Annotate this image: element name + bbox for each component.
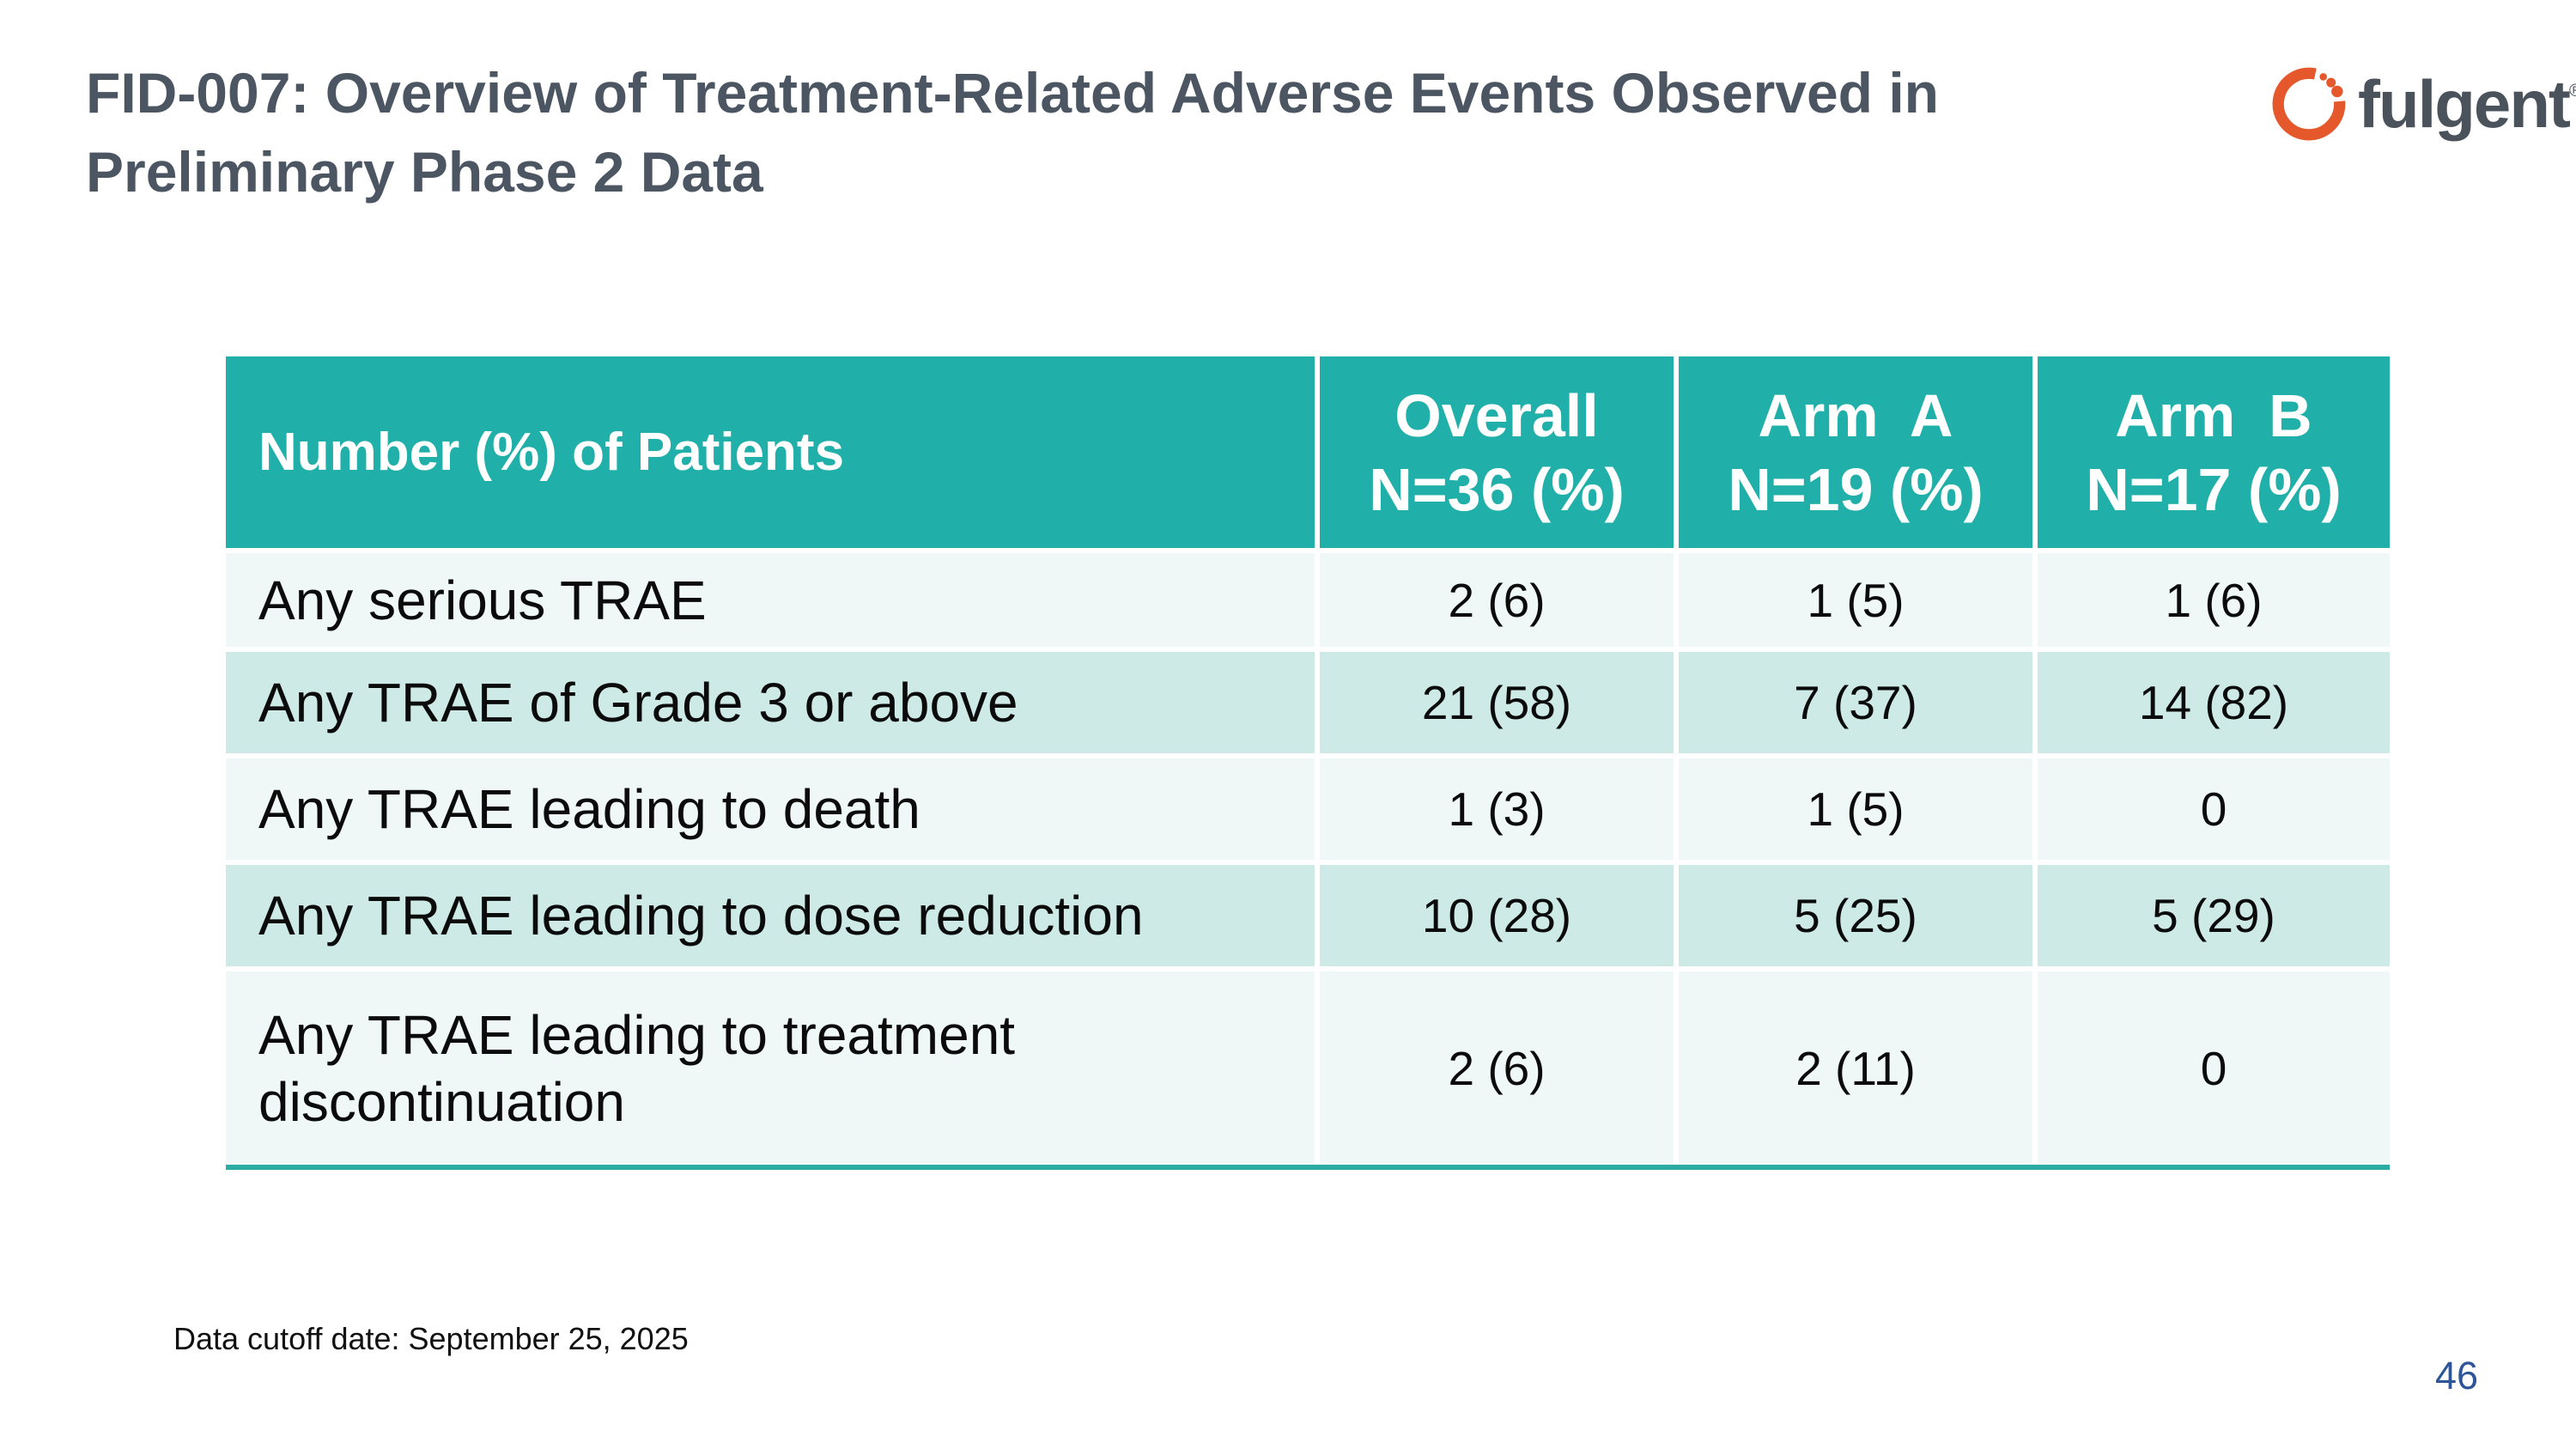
row-label-grade-3-or-above: Any TRAE of Grade 3 or above xyxy=(226,652,1315,753)
table-bottom-border xyxy=(226,1165,2390,1170)
cell-value: 1 (5) xyxy=(1679,553,2032,647)
row-label-treatment-discontinuation: Any TRAE leading to treatment discontinu… xyxy=(226,971,1315,1165)
row-label-any-serious-trae: Any serious TRAE xyxy=(226,553,1315,647)
header-arm-a: Arm A N=19 (%) xyxy=(1679,356,2032,548)
cell-value: 14 (82) xyxy=(2038,652,2390,753)
cell-value: 5 (25) xyxy=(1679,865,2032,966)
row-label-leading-to-death: Any TRAE leading to death xyxy=(226,758,1315,860)
cell-value: 2 (6) xyxy=(1320,971,1674,1165)
data-cutoff-footnote: Data cutoff date: September 25, 2025 xyxy=(173,1321,689,1356)
cell-value: 7 (37) xyxy=(1679,652,2032,753)
header-arm-b: Arm B N=17 (%) xyxy=(2038,356,2390,548)
cell-value: 5 (29) xyxy=(2038,865,2390,966)
cell-value: 10 (28) xyxy=(1320,865,1674,966)
cell-value: 1 (6) xyxy=(2038,553,2390,647)
cell-value: 1 (3) xyxy=(1320,758,1674,860)
adverse-events-table: Number (%) of Patients Overall N=36 (%) … xyxy=(226,356,2390,1170)
registered-trademark-symbol: ® xyxy=(2568,82,2576,100)
cell-value: 0 xyxy=(2038,758,2390,860)
header-overall: Overall N=36 (%) xyxy=(1320,356,1674,548)
fulgent-logo-icon xyxy=(2272,67,2346,141)
cell-value: 1 (5) xyxy=(1679,758,2032,860)
cell-value: 2 (6) xyxy=(1320,553,1674,647)
header-number-of-patients: Number (%) of Patients xyxy=(226,356,1315,548)
cell-value: 0 xyxy=(2038,971,2390,1165)
logo-wordmark: fulgent xyxy=(2358,66,2571,142)
row-label-dose-reduction: Any TRAE leading to dose reduction xyxy=(226,865,1315,966)
page-title: FID-007: Overview of Treatment-Related A… xyxy=(86,61,1939,204)
page-number: 46 xyxy=(2435,1354,2479,1397)
table-grid: Number (%) of Patients Overall N=36 (%) … xyxy=(226,356,2390,1165)
cell-value: 21 (58) xyxy=(1320,652,1674,753)
company-logo: fulgent ® xyxy=(2272,64,2576,144)
cell-value: 2 (11) xyxy=(1679,971,2032,1165)
